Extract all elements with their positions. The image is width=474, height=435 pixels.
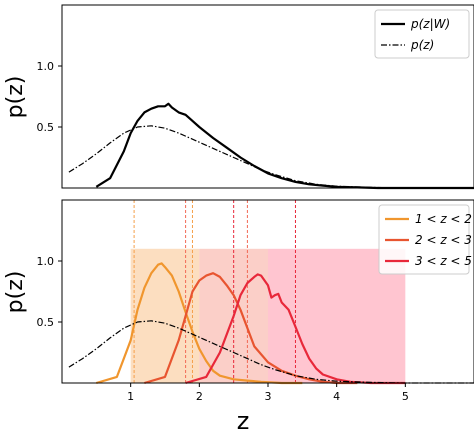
top-plot-frame bbox=[61, 4, 474, 189]
legend-label: p(z|W) bbox=[410, 17, 450, 31]
x-tick-label: 3 bbox=[265, 390, 272, 403]
legend-label: 2 < z < 3 bbox=[415, 233, 472, 247]
top-y-axis-label: p(z) bbox=[3, 76, 28, 119]
bottom-series-line-1 bbox=[144, 272, 358, 385]
bottom-series-line-0 bbox=[95, 262, 303, 385]
legend-label: 3 < z < 5 bbox=[415, 254, 472, 268]
bottom-series-line-3 bbox=[68, 320, 474, 384]
x-tick-label: 5 bbox=[402, 390, 409, 403]
bottom-legend: 1 < z < 2 2 < z < 3 3 < z < 5 bbox=[378, 204, 472, 275]
legend-box bbox=[378, 204, 470, 275]
x-tick-label: 2 bbox=[196, 390, 203, 403]
bottom-panel: 0.5 1.0 1 2 3 4 5 p(z) z 1 < z < 2 2 < z < 3 3 <… bbox=[3, 199, 474, 435]
x-tick-label: 1 bbox=[127, 390, 134, 403]
y-tick-label: 0.5 bbox=[37, 121, 55, 134]
x-axis-label: z bbox=[237, 407, 250, 435]
top-panel: 0.5 1.0 p(z) p(z|W) p(z) bbox=[3, 4, 474, 190]
bottom-y-axis-label: p(z) bbox=[3, 271, 28, 314]
legend-label: p(z) bbox=[410, 38, 434, 52]
y-tick-label: 1.0 bbox=[37, 255, 55, 268]
top-series-line-0 bbox=[95, 102, 474, 190]
legend-label: 1 < z < 2 bbox=[415, 212, 472, 226]
legend-box bbox=[374, 9, 470, 59]
y-tick-label: 0.5 bbox=[37, 316, 55, 329]
top-legend: p(z|W) p(z) bbox=[374, 9, 470, 59]
top-series-line-1 bbox=[68, 125, 474, 189]
y-tick-label: 1.0 bbox=[37, 60, 55, 73]
bottom-series-line-2 bbox=[185, 273, 406, 385]
x-tick-label: 4 bbox=[333, 390, 340, 403]
redshift-bin-band bbox=[130, 248, 200, 383]
